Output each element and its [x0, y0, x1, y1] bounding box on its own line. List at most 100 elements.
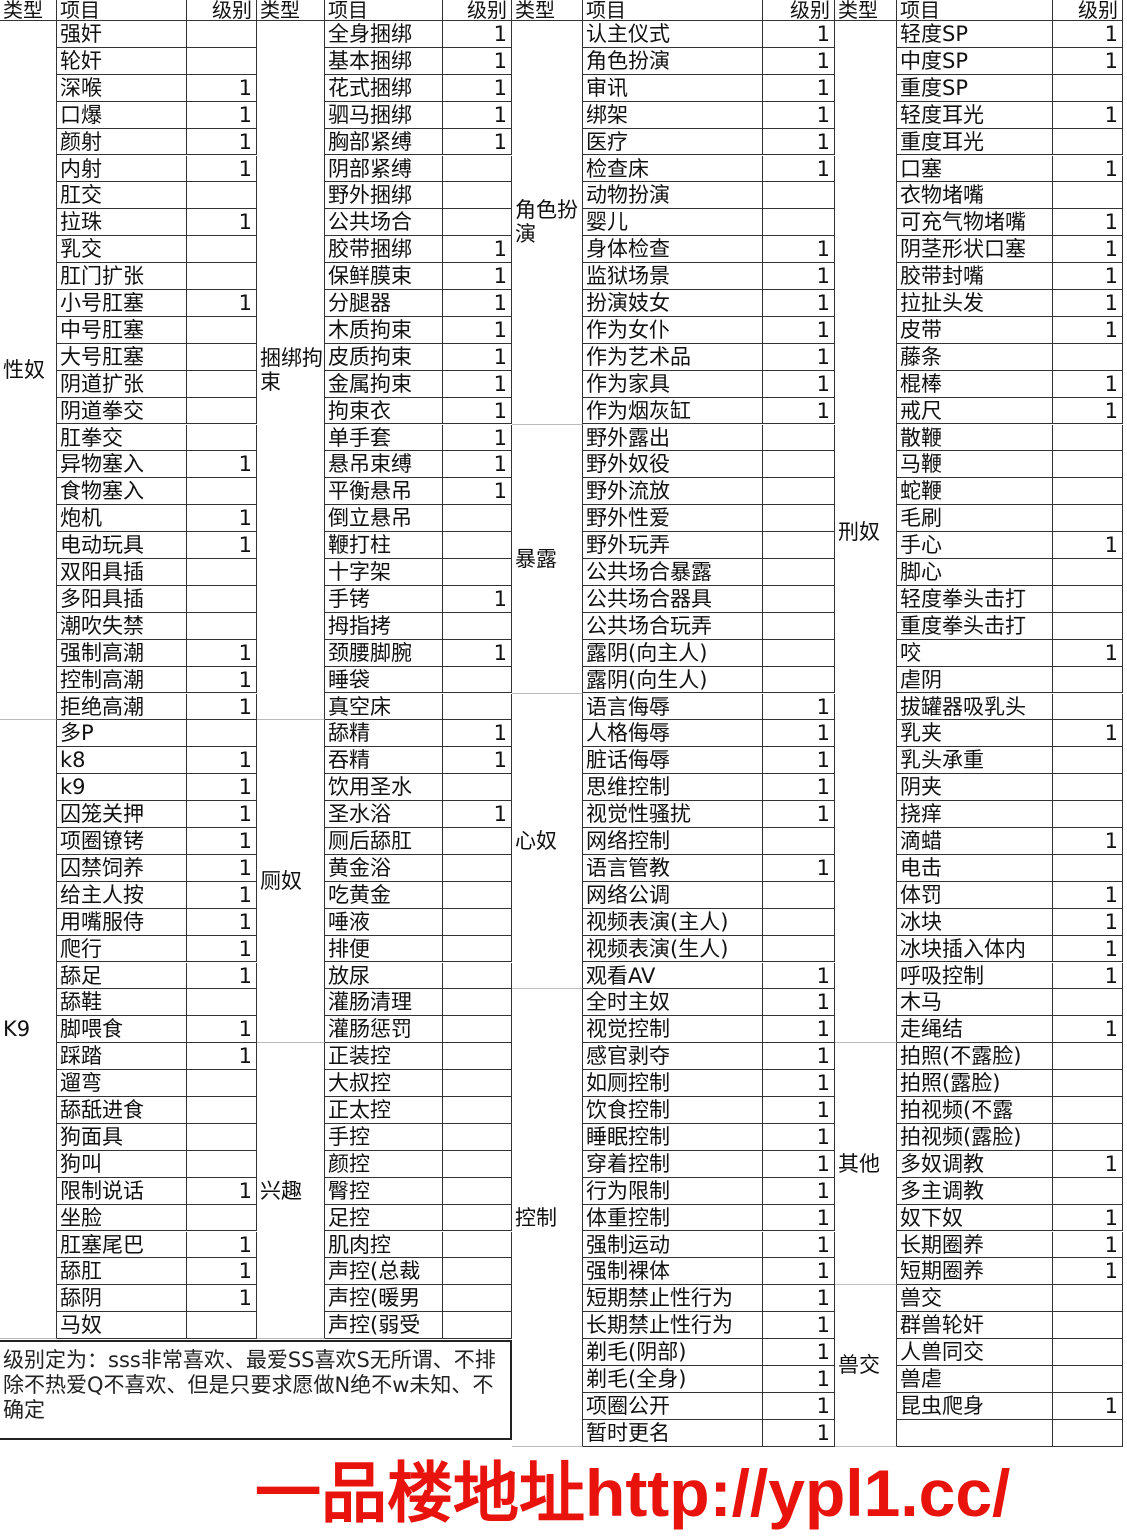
item-name[interactable]: 绑架	[583, 101, 763, 129]
item-name[interactable]: 体重控制	[583, 1204, 763, 1232]
item-level[interactable]	[187, 1204, 257, 1232]
item-level[interactable]	[187, 397, 257, 425]
item-name[interactable]: 双阳具插	[57, 559, 187, 586]
item-level[interactable]	[443, 989, 512, 1017]
item-level[interactable]: 1	[763, 236, 835, 264]
item-level[interactable]: 1	[187, 1043, 257, 1071]
item-level[interactable]: 1	[1053, 532, 1123, 559]
item-name[interactable]: 放尿	[325, 962, 443, 990]
item-name[interactable]: 身体检查	[583, 236, 763, 264]
item-name[interactable]: 拍视频(露脸)	[897, 1123, 1053, 1151]
item-level[interactable]	[187, 989, 257, 1017]
item-name[interactable]: 公共场合器具	[583, 585, 763, 613]
item-level[interactable]: 1	[443, 290, 512, 317]
item-name[interactable]: 咬	[897, 639, 1053, 667]
item-level[interactable]: 1	[763, 101, 835, 129]
item-level[interactable]: 1	[1053, 908, 1123, 936]
item-name[interactable]: 拇指拷	[325, 612, 443, 640]
item-level[interactable]: 1	[443, 747, 512, 775]
item-level[interactable]	[443, 1204, 512, 1232]
item-name[interactable]: 轮奸	[57, 47, 187, 75]
item-name[interactable]: 吞精	[325, 747, 443, 775]
item-name[interactable]: 手铐	[325, 585, 443, 613]
item-name[interactable]: 木马	[897, 989, 1053, 1017]
item-level[interactable]	[187, 343, 257, 371]
item-name[interactable]: 项圈镣铐	[57, 828, 187, 855]
item-level[interactable]: 1	[443, 128, 512, 156]
item-name[interactable]: 轻度SP	[897, 21, 1053, 48]
item-name[interactable]: 露阴(向生人)	[583, 666, 763, 694]
item-level[interactable]: 1	[187, 1016, 257, 1044]
item-name[interactable]: 舔舐进食	[57, 1097, 187, 1124]
item-level[interactable]: 1	[1053, 236, 1123, 264]
item-name[interactable]: 小号肛塞	[57, 290, 187, 317]
item-name[interactable]: 作为艺术品	[583, 343, 763, 371]
item-name[interactable]: 作为烟灰缸	[583, 397, 763, 425]
item-name[interactable]: 舔精	[325, 720, 443, 748]
item-name[interactable]: 平衡悬吊	[325, 478, 443, 506]
item-level[interactable]	[443, 881, 512, 909]
item-name[interactable]: 穿着控制	[583, 1150, 763, 1178]
item-name[interactable]: 棍棒	[897, 370, 1053, 398]
item-level[interactable]	[443, 693, 512, 721]
item-level[interactable]	[763, 828, 835, 855]
item-level[interactable]: 1	[1053, 263, 1123, 290]
item-name[interactable]: 脏话侮辱	[583, 747, 763, 775]
item-level[interactable]	[443, 1043, 512, 1071]
item-level[interactable]	[763, 532, 835, 559]
item-name[interactable]: 内射	[57, 155, 187, 183]
item-level[interactable]	[763, 478, 835, 506]
item-name[interactable]: 颜控	[325, 1150, 443, 1178]
item-name[interactable]: 唾液	[325, 908, 443, 936]
item-name[interactable]: 阴道拳交	[57, 397, 187, 425]
item-level[interactable]	[1053, 1123, 1123, 1151]
item-level[interactable]	[443, 1097, 512, 1124]
item-name[interactable]: 睡眠控制	[583, 1123, 763, 1151]
item-level[interactable]: 1	[763, 397, 835, 425]
item-name[interactable]: 挠痒	[897, 801, 1053, 828]
item-name[interactable]: 阴夹	[897, 774, 1053, 802]
item-level[interactable]: 1	[1053, 209, 1123, 237]
item-name[interactable]: 舔鞋	[57, 989, 187, 1017]
item-name[interactable]: 认主仪式	[583, 21, 763, 48]
item-level[interactable]: 1	[1053, 316, 1123, 344]
item-level[interactable]: 1	[1053, 720, 1123, 748]
item-level[interactable]: 1	[763, 720, 835, 748]
item-level[interactable]	[187, 720, 257, 748]
item-level[interactable]	[1053, 612, 1123, 640]
item-level[interactable]: 1	[443, 343, 512, 371]
item-name[interactable]: 兽虐	[897, 1366, 1053, 1393]
item-name[interactable]: 滴蜡	[897, 828, 1053, 855]
item-name[interactable]: 马鞭	[897, 451, 1053, 479]
item-name[interactable]: 网络公调	[583, 881, 763, 909]
item-level[interactable]	[187, 182, 257, 210]
item-name[interactable]: 强制裸体	[583, 1258, 763, 1286]
item-name[interactable]: 黄金浴	[325, 854, 443, 882]
item-level[interactable]	[1053, 451, 1123, 479]
item-level[interactable]	[187, 263, 257, 290]
item-name[interactable]: 吃黄金	[325, 881, 443, 909]
item-level[interactable]: 1	[187, 101, 257, 129]
item-name[interactable]: 胸部紧缚	[325, 128, 443, 156]
item-level[interactable]: 1	[763, 989, 835, 1017]
item-level[interactable]: 1	[763, 128, 835, 156]
item-level[interactable]	[443, 209, 512, 237]
item-name[interactable]: 基本捆绑	[325, 47, 443, 75]
item-name[interactable]: 肌肉控	[325, 1231, 443, 1259]
item-name[interactable]: 爬行	[57, 935, 187, 963]
item-level[interactable]	[187, 1070, 257, 1097]
item-level[interactable]	[443, 505, 512, 533]
item-name[interactable]: 行为限制	[583, 1177, 763, 1205]
item-level[interactable]: 1	[187, 1285, 257, 1313]
item-name[interactable]: 舔肛	[57, 1258, 187, 1286]
item-level[interactable]: 1	[763, 1204, 835, 1232]
item-level[interactable]	[1053, 1312, 1123, 1340]
item-name[interactable]: 监狱场景	[583, 263, 763, 290]
item-name[interactable]: 木质拘束	[325, 316, 443, 344]
item-level[interactable]: 1	[763, 693, 835, 721]
item-name[interactable]: 潮吹失禁	[57, 612, 187, 640]
item-level[interactable]: 1	[763, 1285, 835, 1313]
item-name[interactable]: 公共场合暴露	[583, 559, 763, 586]
item-level[interactable]: 1	[187, 451, 257, 479]
item-level[interactable]: 1	[443, 74, 512, 102]
